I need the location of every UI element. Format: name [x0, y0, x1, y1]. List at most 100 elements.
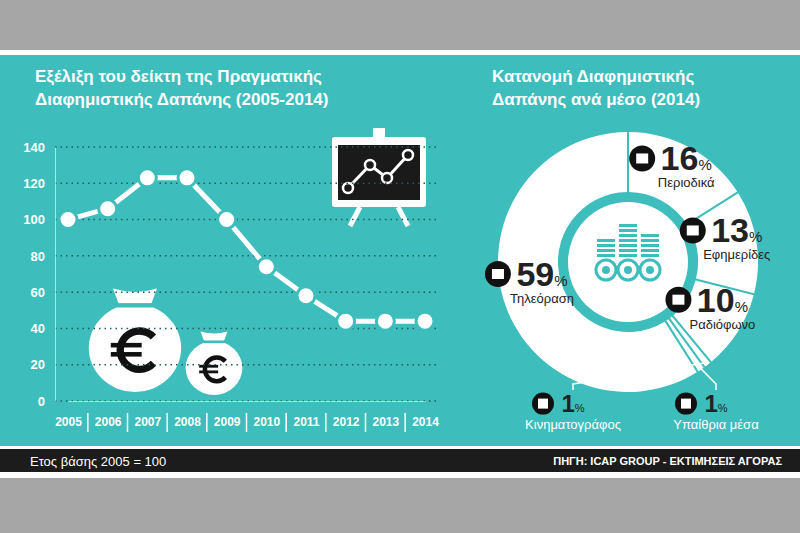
value-label-number: 1 [561, 390, 574, 417]
coin-stack [619, 249, 637, 252]
value-label: 1% [561, 390, 584, 417]
value-label-number: 16 [661, 139, 699, 177]
money-bag-tie [117, 303, 152, 307]
coin-stack [619, 239, 637, 242]
donut-labels: 16%Περιοδικά13%Εφημερίδες10%Ραδιόφωνο59%… [485, 139, 770, 432]
coin-stack [619, 234, 637, 237]
chart-title: Κατανομή ΔιαφημιστικήςΔαπάνης ανά μέσο (… [492, 67, 700, 109]
y-tick: 120 [23, 176, 55, 191]
grid-line [55, 400, 440, 402]
x-tick-label: 2013 [372, 415, 399, 429]
coin-inner [646, 266, 654, 274]
data-point [337, 312, 355, 330]
x-tick-label: 2007 [134, 415, 161, 429]
money-bag-small-euro-arc [203, 355, 227, 383]
label-icon [675, 393, 697, 415]
y-tick-label: 60 [31, 285, 45, 300]
label-icon [665, 287, 691, 313]
grid-line [55, 219, 440, 221]
leader-line [700, 367, 716, 390]
footer-source: ΠΗΓΗ: ICAP GROUP - ΕΚΤΙΜΗΣΕΙΣ ΑΓΟΡΑΣ [553, 455, 782, 467]
x-tick-label: 2010 [253, 415, 280, 429]
coin-stack [597, 249, 615, 252]
coin-stack [641, 244, 659, 247]
value-label-unit: % [735, 298, 748, 315]
x-tick-label: 2014 [412, 415, 439, 429]
donut-chart: Κατανομή ΔιαφημιστικήςΔαπάνης ανά μέσο (… [485, 67, 770, 432]
value-label-unit: % [749, 228, 762, 245]
slice-label: 1%Υπαίθρια μέσα [673, 390, 759, 432]
chart-title-line: Εξέλιξη του δείκτη της Πραγματικής [35, 67, 322, 86]
slice-label: 59%Τηλεόραση [485, 255, 574, 306]
easel-top [373, 128, 385, 138]
coin-stack [619, 229, 637, 232]
x-tick: 2005 [55, 401, 82, 429]
easel-leg [350, 207, 360, 226]
y-tick-label: 80 [31, 249, 45, 264]
slice-label: 16%Περιοδικά [629, 139, 715, 190]
y-tick: 0 [38, 394, 55, 409]
coin-inner [624, 266, 632, 274]
grid-line [55, 291, 440, 293]
value-label: 13% [711, 211, 762, 249]
x-tick-label: 2011 [293, 415, 319, 429]
coin [640, 260, 660, 280]
x-separator [246, 413, 248, 432]
grid-line [55, 183, 440, 185]
coin-stack [641, 239, 659, 242]
background-teal [0, 55, 800, 446]
footer-note: Ετος βάσης 2005 = 100 [30, 454, 166, 469]
x-separator [127, 413, 129, 432]
footer-band [0, 449, 800, 472]
x-separator [206, 413, 208, 432]
data-point [376, 312, 394, 330]
category-label: Κινηματογράφος [525, 417, 621, 432]
easel-board [332, 137, 426, 207]
coin-stack [641, 234, 659, 237]
value-label-unit: % [718, 402, 728, 414]
coin-stack [619, 254, 637, 257]
grid [55, 147, 440, 401]
easel-dot [382, 173, 392, 183]
category-label: Περιοδικά [658, 175, 715, 190]
data-point [138, 169, 156, 187]
x-tick: 2008 [174, 401, 201, 429]
money-bag-body [89, 304, 181, 392]
value-label-number: 59 [516, 255, 554, 293]
coin-stack [641, 254, 659, 257]
x-tick: 2006 [95, 401, 122, 429]
value-label-number: 13 [711, 211, 749, 249]
category-label: Υπαίθρια μέσα [673, 417, 759, 432]
chart-title: Εξέλιξη του δείκτη της ΠραγματικήςΔιαφημ… [35, 67, 328, 109]
x-tick-label: 2008 [174, 415, 201, 429]
slice-label: 13%Εφημερίδες [680, 211, 771, 262]
canvas-svg: Εξέλιξη του δείκτη της ΠραγματικήςΔιαφημ… [0, 0, 800, 533]
money-bag-small [186, 332, 243, 395]
background-white [0, 50, 800, 478]
y-tick: 80 [31, 249, 55, 264]
value-label: 10% [697, 281, 748, 319]
chart-container: Εξέλιξη του δείκτη της ΠραγματικήςΔιαφημ… [0, 0, 800, 533]
label-icon [532, 393, 554, 415]
y-tick: 20 [31, 357, 55, 372]
category-label: Ραδιόφωνο [690, 317, 756, 332]
slice-label: 1%Κινηματογράφος [525, 390, 621, 432]
value-label: 59% [516, 255, 567, 293]
data-point [297, 287, 315, 305]
x-tick-label: 2012 [333, 415, 360, 429]
x-tick: 2009 [214, 401, 241, 429]
x-tick: 2010 [253, 401, 280, 429]
y-tick-label: 40 [31, 321, 45, 336]
chart-title-line: Δαπάνης ανά μέσο (2014) [492, 90, 700, 109]
label-icon-glyph [636, 153, 648, 163]
donut-slice [688, 193, 758, 293]
easel-line [348, 155, 408, 188]
easel-screen [338, 145, 420, 200]
label-icon [629, 145, 655, 171]
coin-stack [597, 239, 615, 242]
coin [618, 260, 638, 280]
footer: Ετος βάσης 2005 = 100 ΠΗΓΗ: ICAP GROUP - … [30, 454, 782, 469]
slice-label: 10%Ραδιόφωνο [665, 281, 755, 332]
y-axis: 020406080100120140 [23, 140, 55, 409]
y-tick: 140 [23, 140, 55, 155]
